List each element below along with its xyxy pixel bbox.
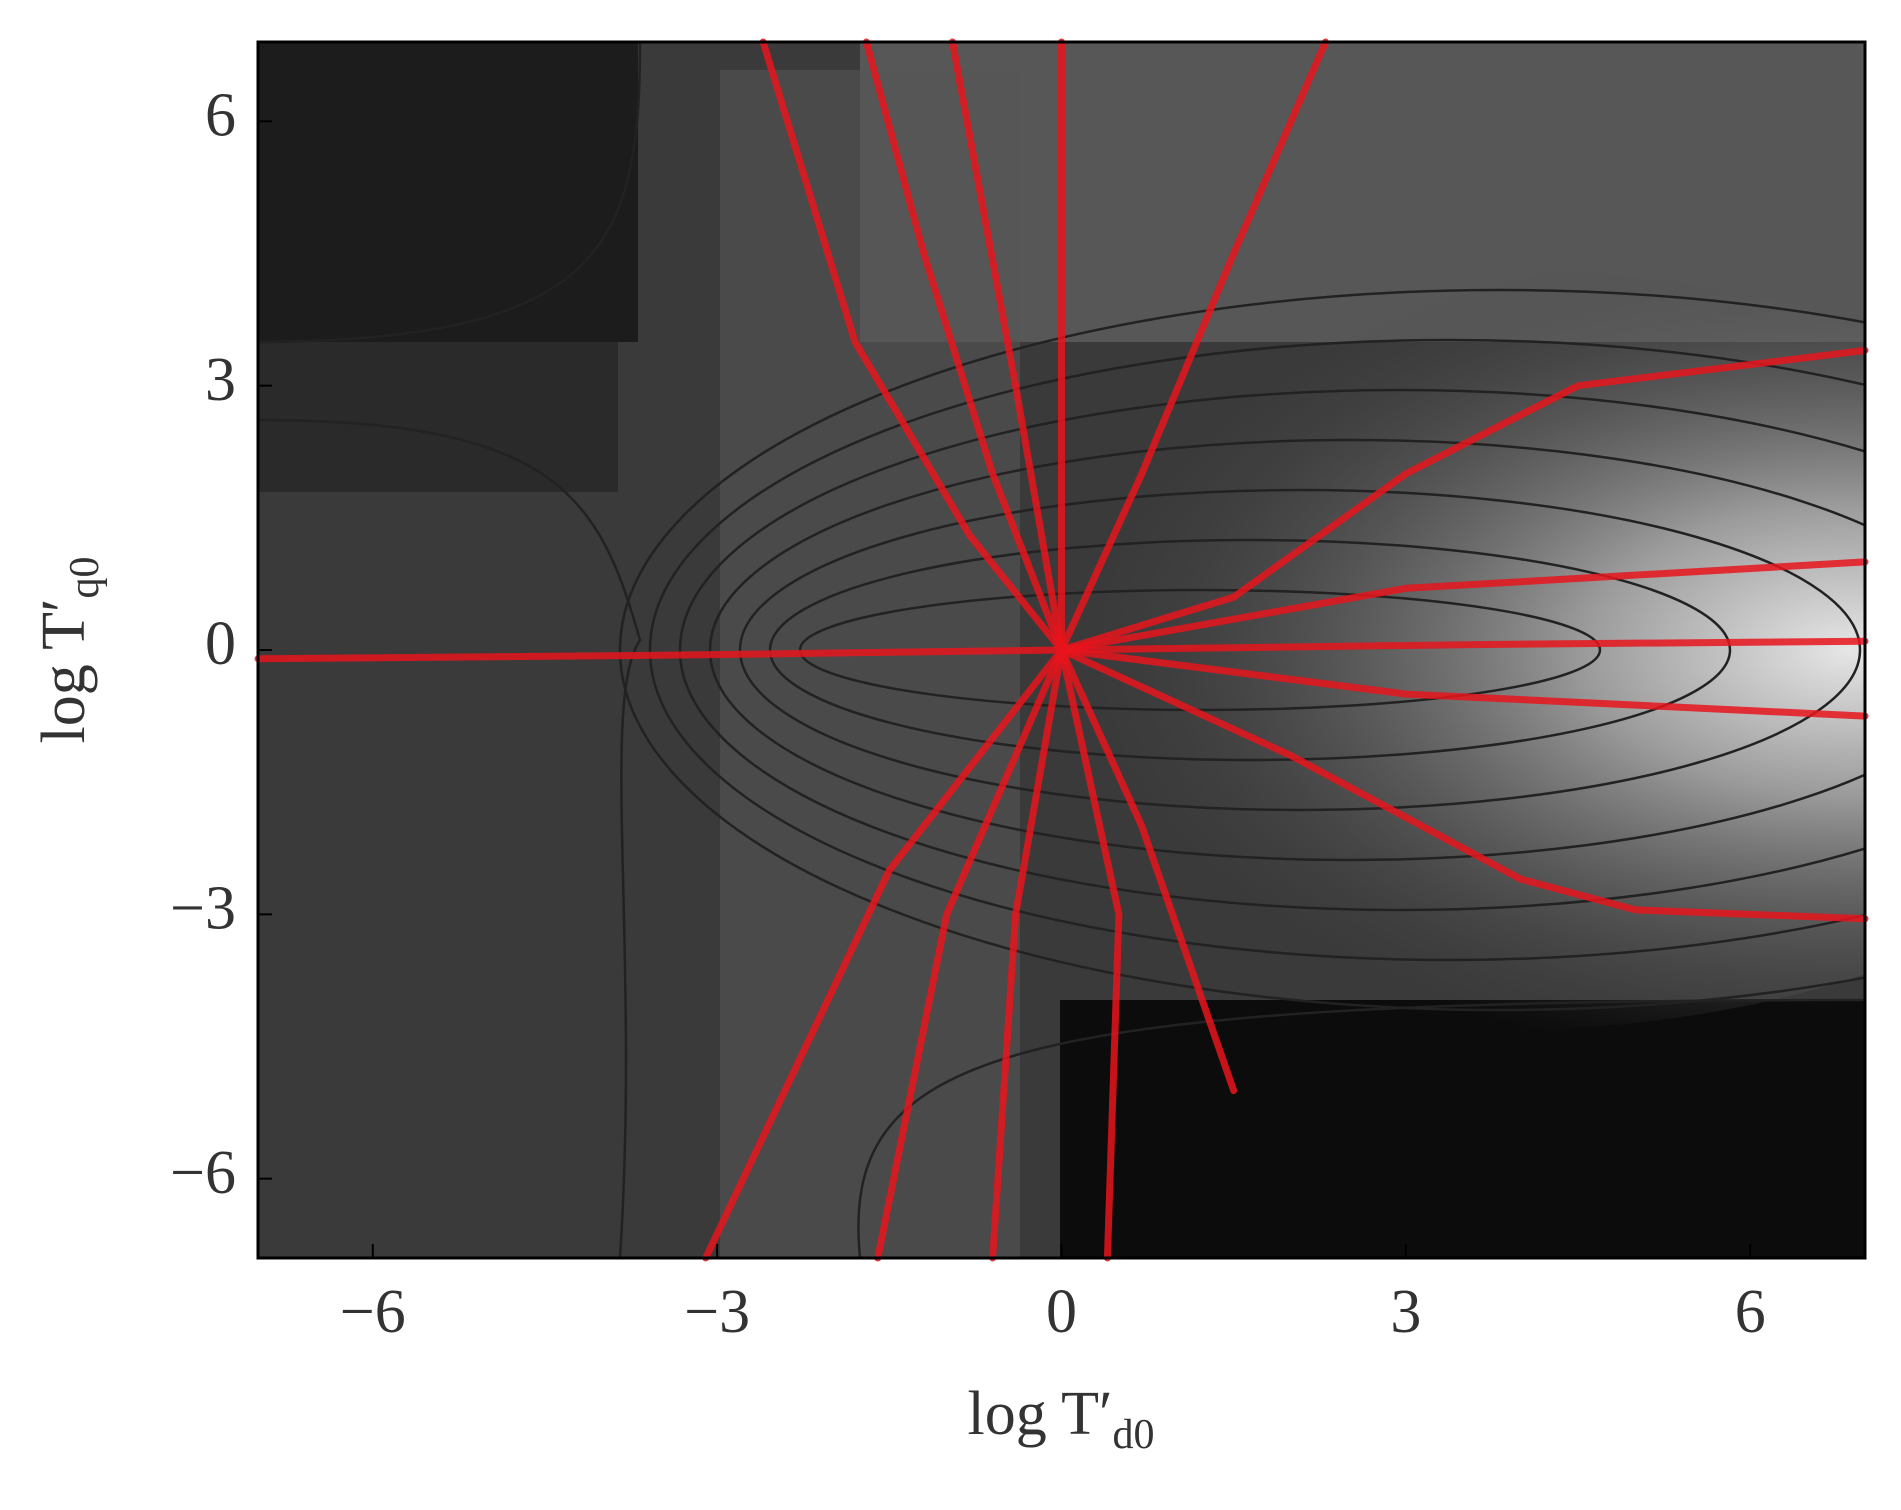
trajectory-line: [1058, 646, 1869, 923]
x-tick-label: 0: [1046, 1278, 1077, 1346]
x-axis-label-sub: d0: [1113, 1412, 1155, 1458]
x-tick-label: 6: [1735, 1278, 1766, 1346]
trajectory-line: [989, 646, 1065, 1262]
trajectory-line: [1058, 558, 1869, 654]
trajectory-line: [874, 646, 1065, 1262]
trajectory-line: [862, 38, 1065, 654]
trajectory-line: [1058, 646, 1123, 1262]
y-tick-label: 6: [205, 82, 236, 150]
trajectory-line: [1058, 637, 1869, 654]
x-tick-label: 3: [1390, 1278, 1421, 1346]
trajectory-line: [949, 38, 1065, 654]
trajectory-line: [1058, 38, 1329, 654]
trajectory-line: [1058, 346, 1869, 654]
y-axis-label-main: log T′: [30, 598, 98, 743]
y-axis-label-sub: q0: [62, 556, 108, 598]
y-tick-label: −3: [170, 875, 236, 943]
trajectory-line: [702, 646, 1065, 1262]
plot-layer: [254, 38, 1869, 1262]
x-tick-label: −6: [340, 1278, 406, 1346]
y-axis-label: log T′q0: [30, 556, 107, 743]
y-tick-label: 0: [205, 610, 236, 678]
x-tick-label: −3: [684, 1278, 750, 1346]
y-tick-label: 3: [205, 346, 236, 414]
trajectory-line: [254, 646, 1065, 663]
trajectory-line: [1058, 646, 1238, 1095]
x-axis-label: log T′d0: [967, 1380, 1154, 1457]
y-tick-label: −6: [170, 1139, 236, 1207]
trajectory-line: [759, 38, 1065, 654]
x-axis-label-main: log T′: [967, 1380, 1112, 1448]
trajectory-line: [1058, 646, 1869, 720]
